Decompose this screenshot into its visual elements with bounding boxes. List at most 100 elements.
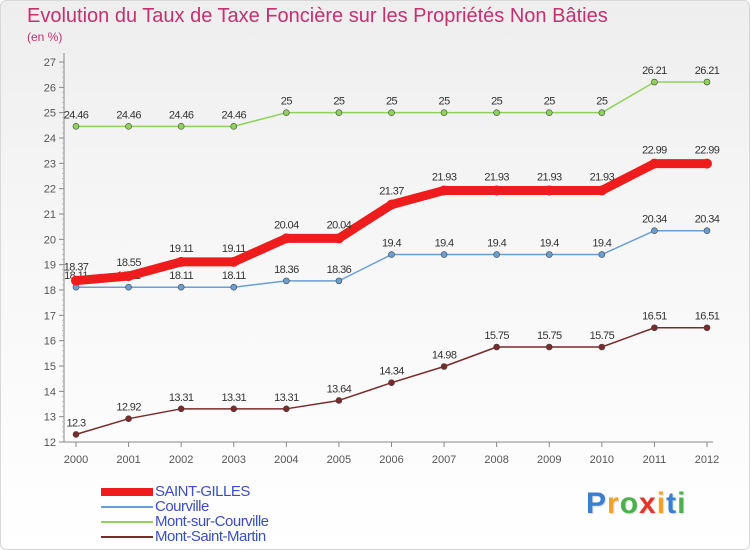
data-point — [177, 123, 185, 130]
data-label: 18.37 — [64, 262, 89, 274]
data-point — [283, 277, 290, 285]
chart-title: Evolution du Taux de Taxe Foncière sur l… — [27, 5, 608, 27]
data-label: 12.3 — [66, 417, 85, 429]
data-point — [545, 251, 553, 258]
x-tick-label: 2003 — [222, 454, 246, 466]
data-point — [703, 227, 711, 235]
data-label: 19.11 — [169, 243, 193, 255]
data-point — [230, 283, 238, 291]
x-tick-label: 2011 — [643, 454, 667, 466]
data-point — [335, 109, 343, 116]
x-tick-label: 2006 — [379, 454, 403, 466]
data-label: 24.46 — [116, 109, 141, 121]
series-saint-gilles: 18.37 18.55 19.11 19.11 20.04 20.04 21.37 21.93… — [64, 145, 720, 286]
data-label: 13.31 — [221, 392, 246, 404]
y-tick-label: 24 — [44, 133, 56, 145]
logo-letter: r — [607, 487, 620, 520]
data-point — [598, 109, 606, 116]
x-tick-label: 2009 — [537, 454, 561, 466]
y-tick-label: 18 — [44, 285, 56, 297]
logo-letter: x — [639, 487, 657, 520]
data-point — [386, 199, 397, 210]
x-tick-label: 2000 — [64, 454, 88, 466]
data-point — [440, 363, 448, 370]
data-label: 18.55 — [116, 257, 141, 269]
data-label: 16.51 — [642, 311, 667, 323]
data-point — [72, 431, 80, 438]
x-tick-label: 2007 — [432, 454, 456, 466]
data-label: 25 — [333, 96, 345, 108]
data-label: 16.51 — [695, 311, 720, 323]
y-tick-label: 12 — [44, 437, 56, 449]
data-label: 12.92 — [116, 402, 141, 414]
data-label: 24.46 — [221, 109, 246, 121]
data-point — [439, 185, 450, 196]
data-point — [123, 271, 134, 282]
series-mont-sur-courville: 24.46 24.46 24.46 24.46 25 25 25 25 25 25 25 26.21 2… — [64, 65, 720, 130]
data-point — [596, 185, 607, 196]
logo-letter: o — [619, 487, 640, 520]
data-point — [545, 109, 553, 116]
data-point — [125, 283, 132, 291]
data-label: 22.99 — [695, 145, 720, 157]
series-courville: 18.1118.1118.1118.1118.3618.3619.419.419… — [64, 214, 720, 291]
data-label: 24.46 — [64, 109, 89, 121]
data-label: 18.36 — [274, 264, 299, 276]
data-point — [598, 251, 606, 258]
x-tick-label: 2005 — [327, 454, 351, 466]
legend-swatch — [101, 536, 153, 538]
series-mont-saint-martin: 12.3 12.92 13.31 13.31 13.31 13.64 14.34 14.98 1… — [66, 311, 720, 438]
data-point — [388, 379, 395, 387]
y-tick-label: 19 — [44, 260, 56, 272]
data-point — [440, 109, 448, 116]
data-label: 13.64 — [327, 383, 352, 395]
data-label: 20.34 — [695, 214, 720, 226]
y-tick-label: 20 — [44, 234, 56, 246]
data-point — [177, 405, 185, 413]
data-point — [230, 123, 238, 130]
data-label: 18.36 — [327, 264, 352, 276]
data-point — [649, 158, 660, 169]
y-tick-label: 16 — [44, 336, 56, 348]
data-label: 26.21 — [642, 65, 667, 77]
logo-letter: i — [656, 487, 667, 520]
legend-swatch — [101, 488, 153, 496]
x-tick-label: 2004 — [274, 454, 298, 466]
data-label: 21.93 — [432, 171, 457, 183]
data-point — [281, 233, 292, 244]
data-label: 25 — [544, 96, 556, 108]
data-label: 13.31 — [274, 392, 299, 404]
data-label: 19.4 — [487, 238, 506, 250]
y-tick-label: 14 — [44, 386, 56, 398]
data-point — [598, 343, 606, 351]
data-point — [491, 185, 502, 196]
x-tick-label: 2010 — [590, 454, 614, 466]
data-label: 25 — [439, 96, 451, 108]
data-point — [283, 405, 290, 413]
y-tick-label: 27 — [44, 57, 56, 69]
y-tick-label: 23 — [44, 158, 56, 170]
data-point — [177, 283, 185, 291]
data-label: 15.75 — [590, 330, 615, 342]
data-point — [125, 123, 132, 130]
data-label: 13.31 — [169, 392, 194, 404]
legend-swatch — [101, 521, 153, 523]
data-label: 21.93 — [537, 171, 562, 183]
data-point — [388, 251, 395, 258]
data-point — [651, 324, 658, 332]
chart-subtitle: (en %) — [27, 30, 63, 44]
data-point — [493, 109, 500, 116]
data-point — [125, 415, 132, 422]
x-tick-label: 2001 — [116, 454, 140, 466]
logo-letter: i — [677, 487, 687, 520]
data-point — [230, 405, 238, 413]
data-label: 14.98 — [432, 350, 457, 362]
data-point — [703, 78, 711, 86]
data-label: 14.34 — [379, 366, 404, 378]
data-label: 18.11 — [169, 270, 193, 282]
data-label: 22.99 — [642, 145, 667, 157]
data-label: 25 — [281, 96, 293, 108]
proxiti-logo: Proxiti — [586, 487, 686, 521]
data-label: 21.37 — [379, 186, 404, 198]
data-label: 19.4 — [382, 238, 401, 250]
